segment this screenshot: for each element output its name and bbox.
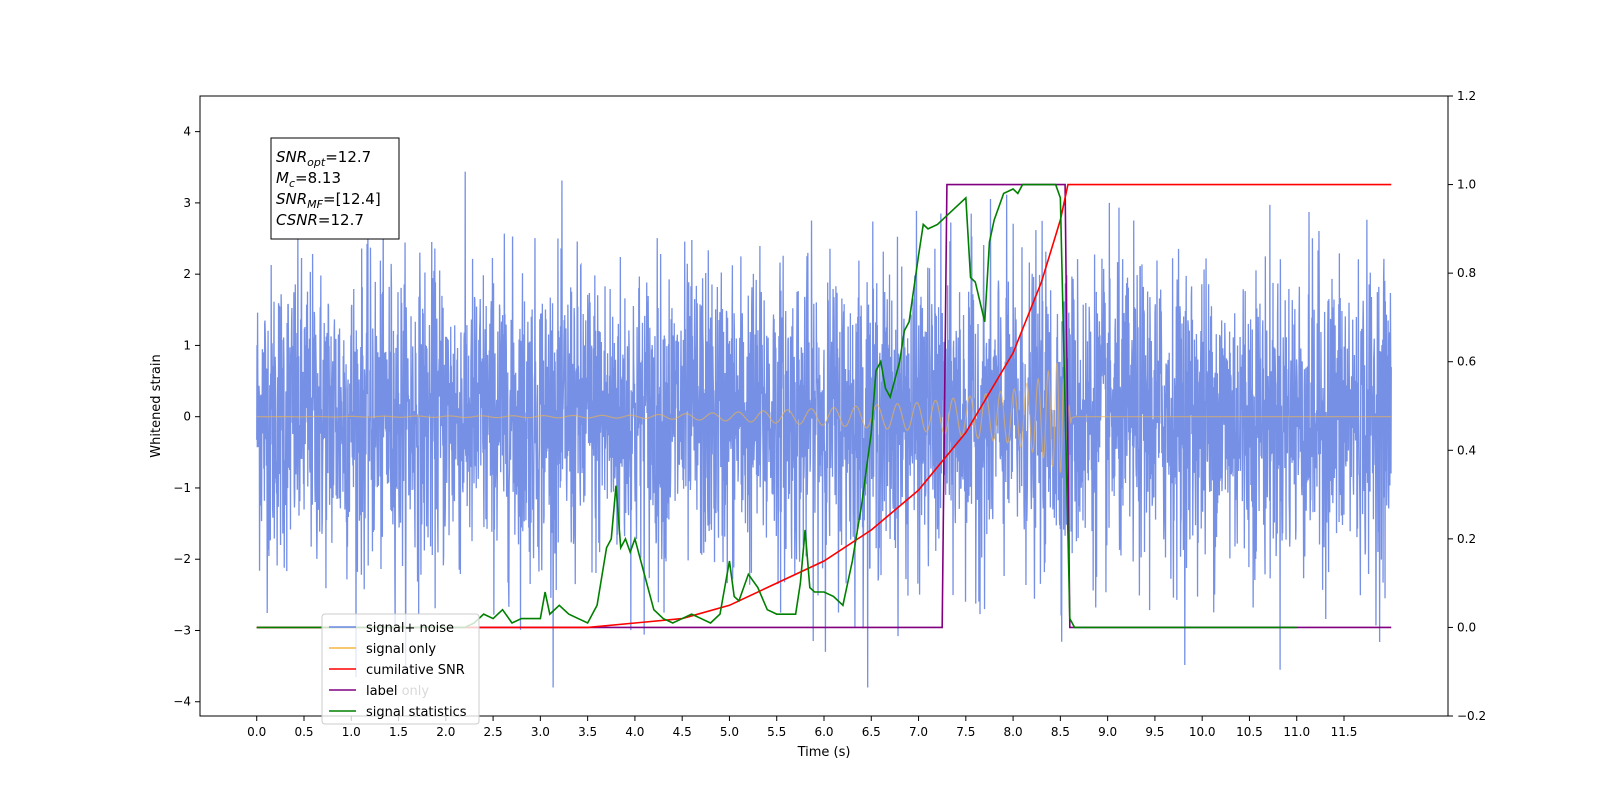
annotation-line: SNRMF=[12.4]: [276, 190, 381, 211]
x-tick-label: 8.0: [1004, 725, 1023, 739]
series-cumulative-snr: [256, 183, 1392, 629]
annotation-line: Mc=8.13: [276, 169, 341, 190]
y-right-tick-label: 0.2: [1457, 532, 1476, 546]
y-right-tick-label: 0.8: [1457, 266, 1476, 280]
x-tick-label: 10.0: [1189, 725, 1216, 739]
legend-label: label: [366, 684, 397, 699]
y-left-tick-label: 0: [183, 410, 191, 424]
x-tick-label: 5.0: [720, 725, 739, 739]
x-tick-label: 2.5: [484, 725, 503, 739]
x-tick-label: 9.0: [1098, 725, 1117, 739]
x-tick-label: 9.5: [1145, 725, 1164, 739]
y-left-tick-label: −2: [173, 552, 191, 566]
x-tick-label: 1.5: [389, 725, 408, 739]
x-tick-label: 6.5: [862, 725, 881, 739]
y-left-tick-label: 4: [183, 125, 191, 139]
series-signal-only: [256, 362, 1392, 473]
y-left-tick-label: 1: [183, 338, 191, 352]
series-signal-noise: [256, 171, 1392, 688]
y-right-tick-label: 0.6: [1457, 355, 1476, 369]
x-axis-label: Time (s): [797, 745, 851, 760]
legend-frame: [321, 613, 480, 725]
x-tick-label: 2.0: [436, 725, 455, 739]
y-right-tick-label: −0.2: [1457, 709, 1486, 723]
x-tick-label: 11.5: [1331, 725, 1358, 739]
y-axis-label: Whitened strain: [149, 354, 164, 457]
x-tick-label: 8.5: [1051, 725, 1070, 739]
x-tick-label: 4.5: [673, 725, 692, 739]
y-right-tick-label: 0.4: [1457, 443, 1476, 457]
x-tick-label: 7.0: [909, 725, 928, 739]
x-tick-label: 11.0: [1283, 725, 1310, 739]
legend-label: signal only: [366, 642, 436, 657]
y-right-tick-label: 1.2: [1457, 89, 1476, 103]
annotation-frame: [270, 137, 400, 240]
legend-label: signal statistics: [366, 705, 467, 720]
x-tick-label: 5.5: [767, 725, 786, 739]
y-left-tick-label: 3: [183, 196, 191, 210]
x-tick-label: 0.5: [294, 725, 313, 739]
x-tick-label: 4.0: [625, 725, 644, 739]
x-tick-label: 6.0: [814, 725, 833, 739]
x-tick-label: 3.5: [578, 725, 597, 739]
legend-label: signal+ noise: [366, 621, 454, 636]
plot-area: [256, 171, 1392, 688]
annotation-line: CSNR=12.7: [276, 211, 364, 229]
legend-label: cumilative SNR: [366, 663, 465, 678]
y-left-tick-label: −4: [173, 695, 191, 709]
y-left-tick-label: −1: [173, 481, 191, 495]
y-left-tick-label: 2: [183, 267, 191, 281]
x-tick-label: 10.5: [1236, 725, 1263, 739]
legend: signal+ noise signal only cumilative SNR la…: [321, 613, 480, 725]
axes: 0.0 0.5 1.0 1.5 2.0 2.5 3.0 3.5 4.0 4.5 5.0 5.5 6.0 6…: [173, 89, 1486, 739]
annotation-line: SNRopt=12.7: [276, 148, 371, 169]
y-right-tick-label: 1.0: [1457, 178, 1476, 192]
x-tick-label: 1.0: [342, 725, 361, 739]
y-right-tick-label: 0.0: [1457, 620, 1476, 634]
y-left-tick-label: −3: [173, 623, 191, 637]
x-tick-label: 7.5: [956, 725, 975, 739]
series-signal-statistics: [256, 183, 1297, 629]
x-tick-label: 0.0: [247, 725, 266, 739]
legend-overlap-label: label only: [366, 684, 429, 699]
x-tick-label: 3.0: [531, 725, 550, 739]
